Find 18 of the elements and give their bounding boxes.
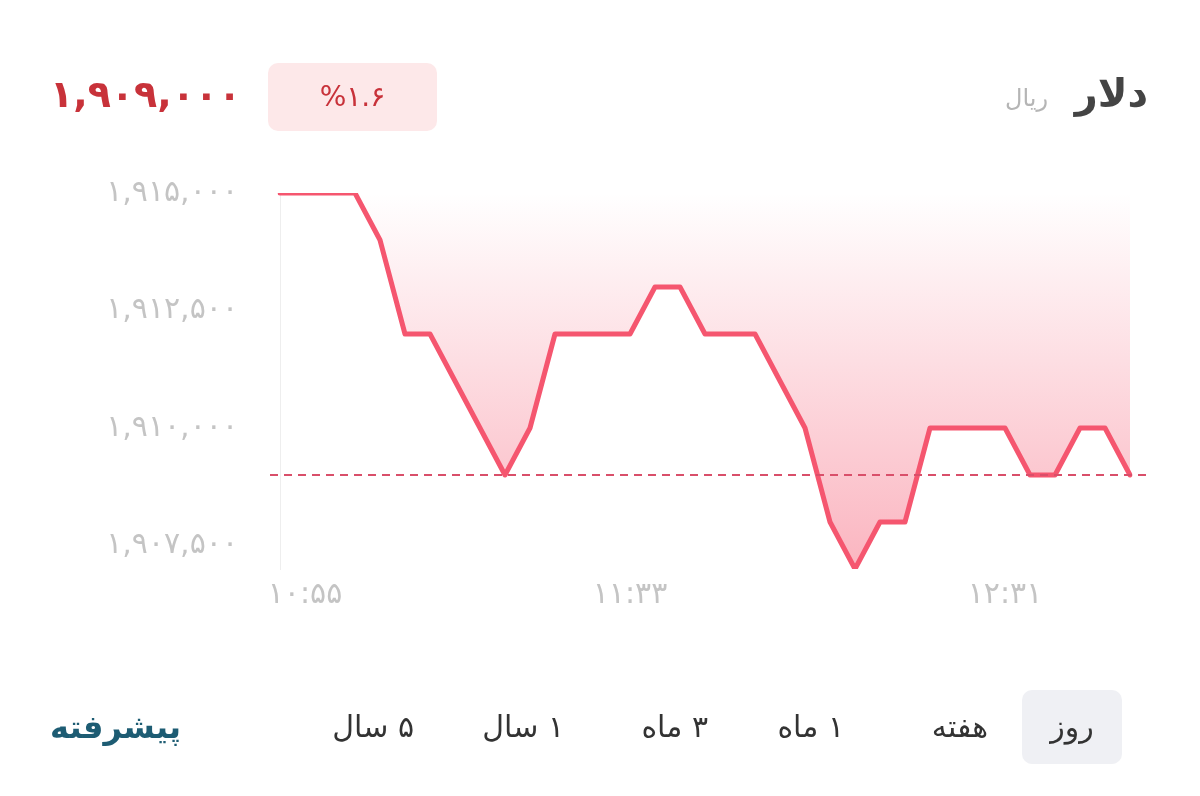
text: %۱.۶ [268,63,437,131]
text: ۱,۹۰۹,۰۰۰ [50,72,242,116]
y-tick-label: ۱,۹۱۲,۵۰۰ [106,290,238,326]
chart-title: دلار [1074,70,1148,116]
y-tick-label: ۱,۹۱۰,۰۰۰ [106,407,238,443]
x-tick-label: ۱۰:۵۵ [267,574,343,610]
text: ۳ ماه [641,708,708,746]
text: هفته [931,708,988,746]
text: پیشرفته [50,707,181,748]
text: روز [1022,690,1122,764]
x-tick-label: ۱۲:۳۱ [967,574,1043,610]
y-tick-label: ۱,۹۱۵,۰۰۰ [106,172,238,208]
text: ۱ سال [482,708,564,746]
text: ۱ ماه [777,708,844,746]
text: ۵ سال [332,708,414,746]
x-tick-label: ۱۱:۳۳ [592,574,668,610]
chart-subtitle: ریال [1004,84,1048,112]
y-tick-label: ۱,۹۰۷,۵۰۰ [106,525,238,561]
